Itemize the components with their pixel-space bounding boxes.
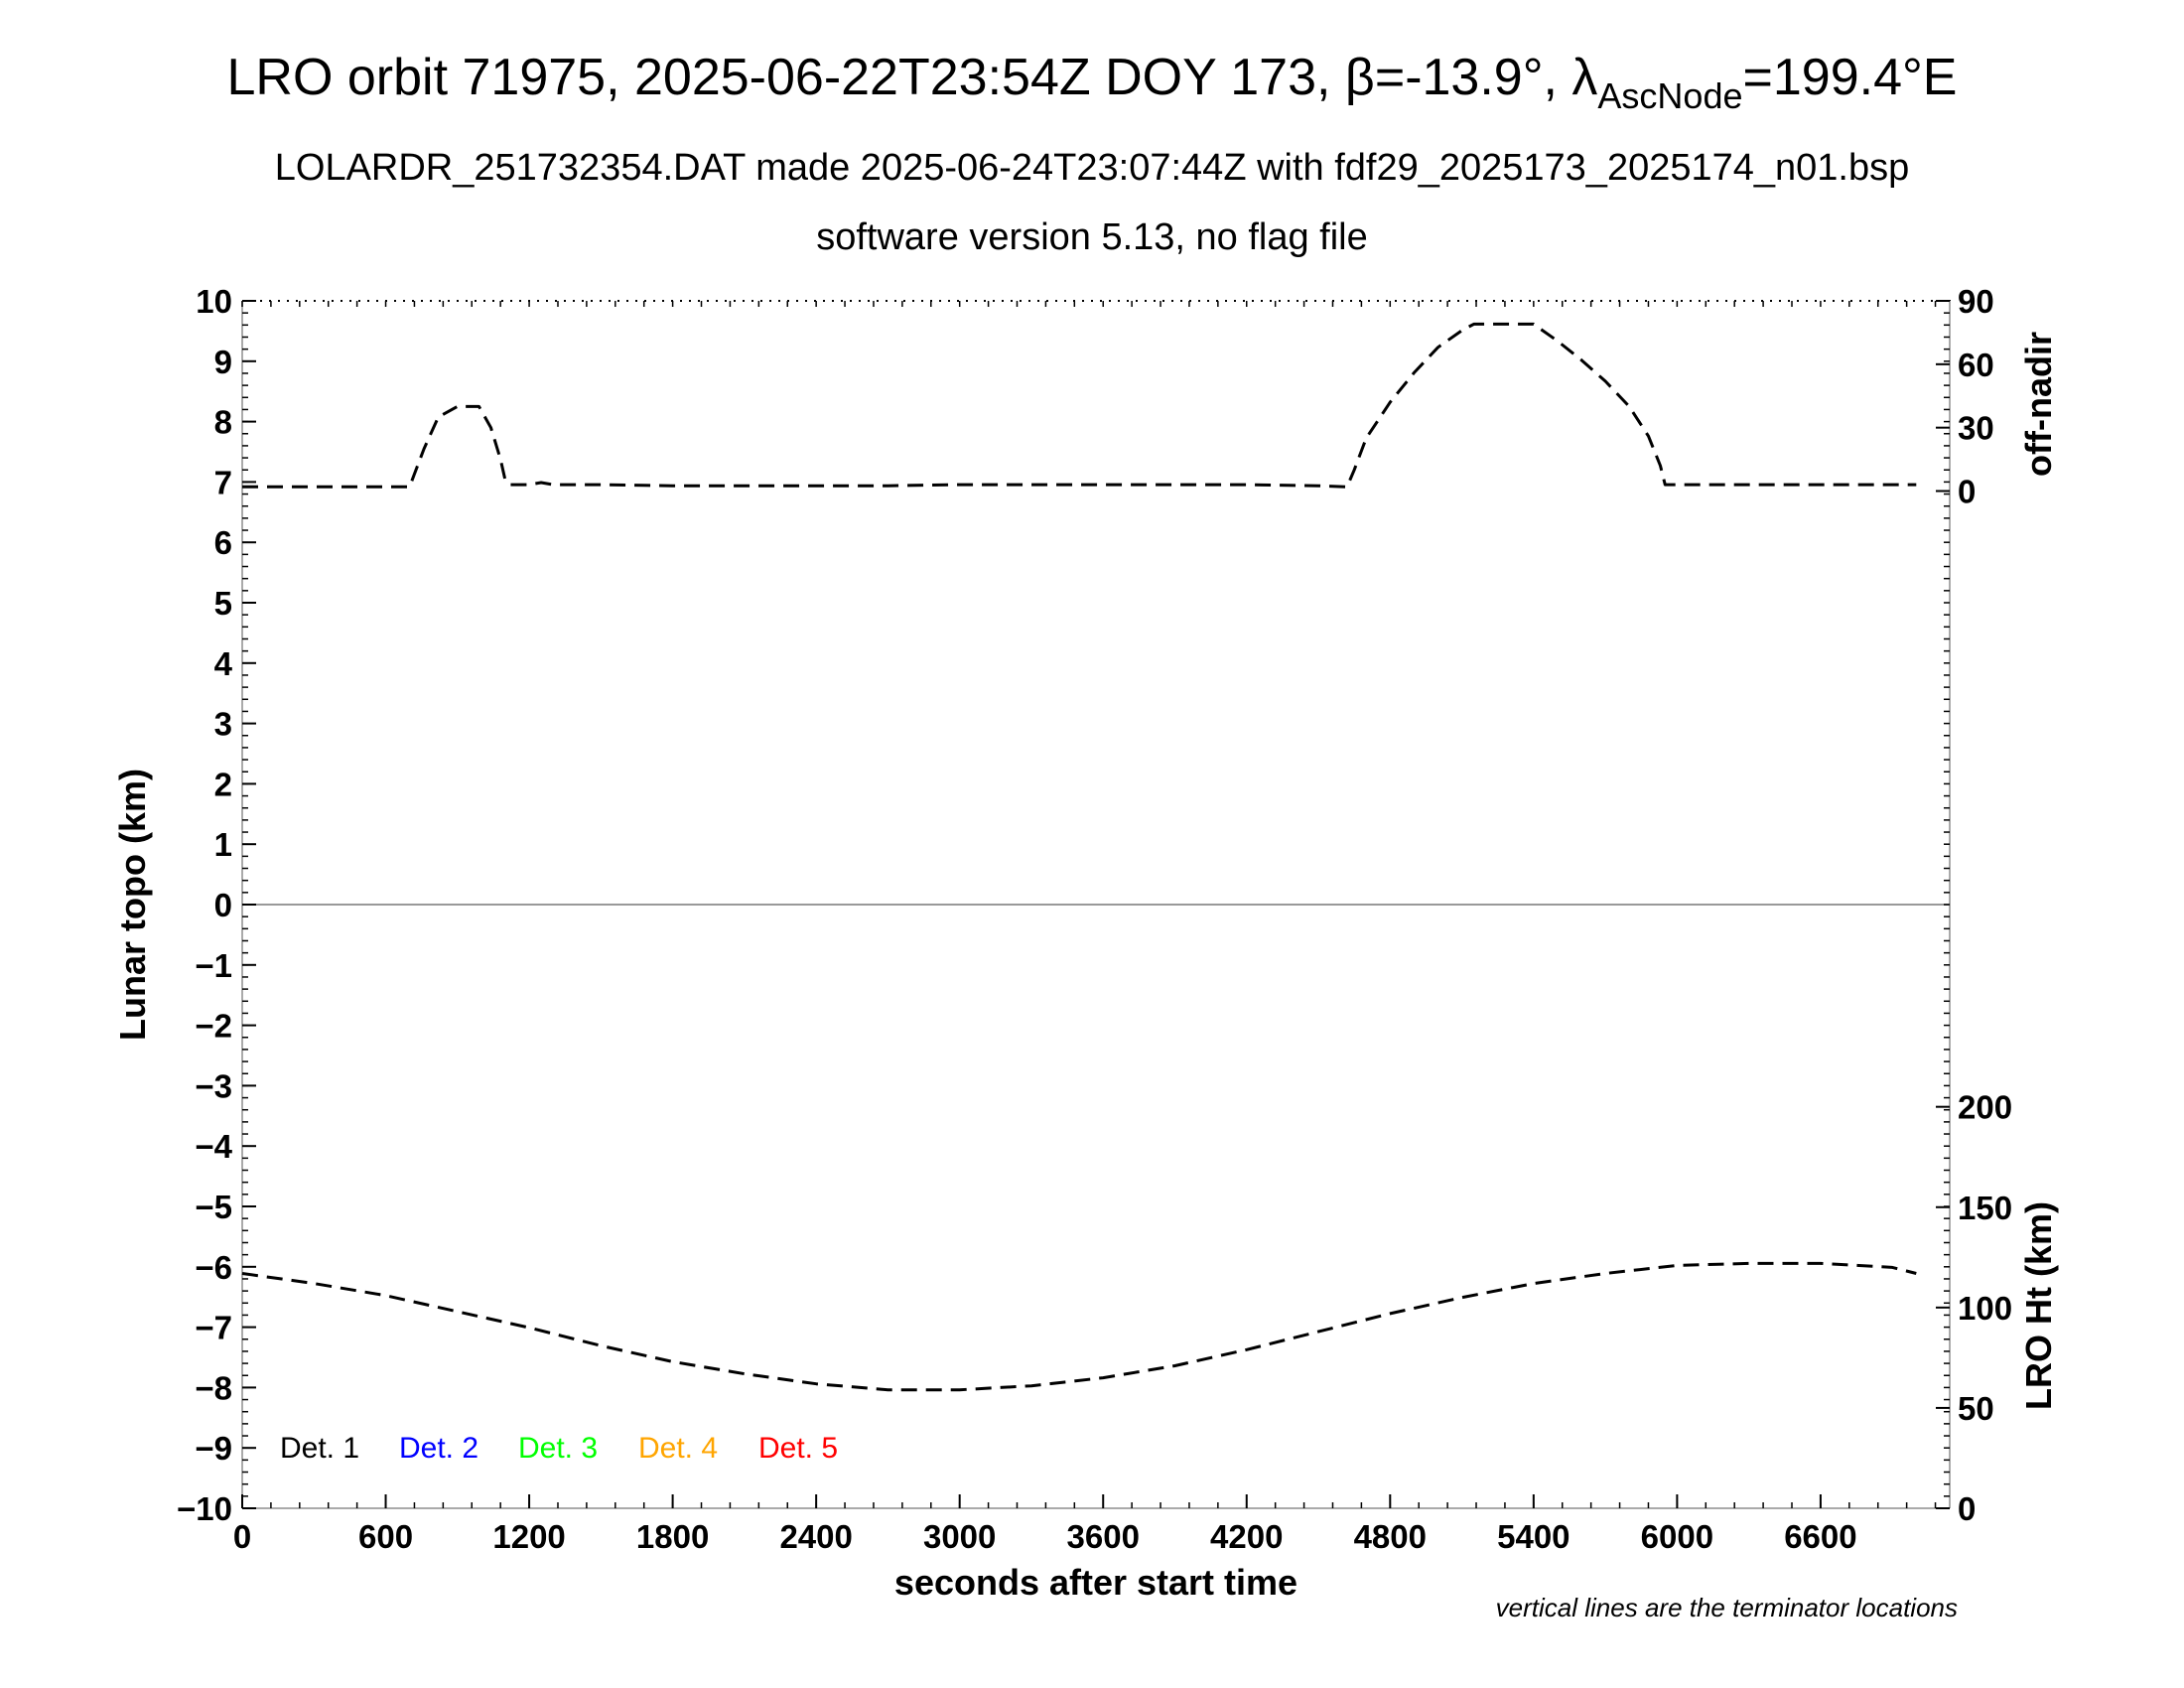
x-tick-label: 6600 (1784, 1518, 1856, 1555)
x-tick-label: 4800 (1354, 1518, 1427, 1555)
y-tick-label: −2 (195, 1008, 232, 1045)
y-tick-label: −5 (195, 1189, 232, 1225)
right-bottom-axis-label: LRO Ht (km) (2018, 1201, 2059, 1410)
y-tick-label: −8 (195, 1369, 232, 1406)
x-tick-label: 3600 (1067, 1518, 1140, 1555)
y-tick-label: 4 (214, 645, 233, 682)
legend-entry: Det. 4 (638, 1432, 718, 1465)
y-tick-label: −1 (195, 947, 232, 984)
y-tick-label: 0 (214, 887, 232, 923)
title-subscript: AscNode (1597, 75, 1743, 116)
legend-entry: Det. 3 (518, 1432, 598, 1465)
chart-subtitle-2: software version 5.13, no flag file (816, 216, 1368, 258)
y-tick-label: 8 (214, 404, 232, 441)
title-suffix: =199.4°E (1742, 49, 1958, 106)
y-tick-label: 10 (196, 283, 232, 320)
series-group (241, 322, 1917, 1392)
x-tick-label: 0 (233, 1518, 251, 1555)
lro-ht-tick-label: 0 (1958, 1490, 1976, 1527)
legend: Det. 1 Det. 2 Det. 3 Det. 4 Det. 5 (280, 1432, 838, 1465)
y-tick-label: 3 (214, 706, 232, 743)
x-tick-label: 2400 (779, 1518, 852, 1555)
lro-height-series-line (241, 1261, 1917, 1392)
y-tick-label: 6 (214, 524, 232, 561)
chart-subtitle: LOLARDR_251732354.DAT made 2025-06-24T23… (274, 147, 1910, 189)
off-nadir-tick-label: 30 (1958, 410, 1994, 447)
y-tick-label: −4 (195, 1128, 232, 1165)
y-tick-label: −7 (195, 1310, 232, 1346)
y-tick-label: 2 (214, 766, 232, 802)
off-nadir-tick-label: 0 (1958, 474, 1976, 510)
y-tick-label: 1 (214, 826, 232, 863)
lro-ht-tick-label: 200 (1958, 1089, 2012, 1126)
legend-entry: Det. 1 (280, 1432, 359, 1465)
chart-title: LRO orbit 71975, 2025-06-22T23:54Z DOY 1… (0, 48, 2184, 114)
off-nadir-tick-label: 60 (1958, 347, 1994, 383)
lro-ht-tick-label: 150 (1958, 1190, 2012, 1226)
lro-ht-tick-label: 50 (1958, 1390, 1994, 1427)
right-top-axis-label: off-nadir (2018, 332, 2059, 477)
off-nadir-series-line (242, 322, 1917, 489)
left-axis-label: Lunar topo (km) (112, 769, 153, 1041)
x-tick-label: 600 (358, 1518, 413, 1555)
title-prefix: LRO orbit 71975, 2025-06-22T23:54Z DOY 1… (226, 49, 1598, 106)
legend-entry: Det. 5 (758, 1432, 838, 1465)
x-tick-label: 5400 (1497, 1518, 1570, 1555)
y-tick-label: −10 (177, 1490, 232, 1527)
x-tick-label: 3000 (923, 1518, 996, 1555)
lro-ht-tick-label: 100 (1958, 1290, 2012, 1327)
x-axis-label: seconds after start time (894, 1562, 1297, 1603)
right-axis-ticks: 90 60 30 0 200 150 100 50 0 (1936, 283, 2012, 1527)
x-tick-label: 1800 (636, 1518, 709, 1555)
y-tick-label: −3 (195, 1067, 232, 1104)
x-axis-ticks: 0 600 1200 1800 2400 3000 3600 4200 4800 5400 6000… (233, 1494, 1857, 1555)
y-tick-label: 7 (214, 464, 232, 500)
y-tick-label: −6 (195, 1249, 232, 1286)
y-tick-label: 5 (214, 585, 232, 622)
x-tick-label: 1200 (492, 1518, 565, 1555)
legend-entry: Det. 2 (399, 1432, 478, 1465)
x-tick-label: 6000 (1641, 1518, 1713, 1555)
terminator-note: vertical lines are the terminator locati… (1496, 1593, 1958, 1622)
off-nadir-tick-label: 90 (1958, 283, 1994, 320)
x-tick-label: 4200 (1210, 1518, 1283, 1555)
y-tick-label: 9 (214, 344, 232, 380)
y-tick-label: −9 (195, 1430, 232, 1467)
